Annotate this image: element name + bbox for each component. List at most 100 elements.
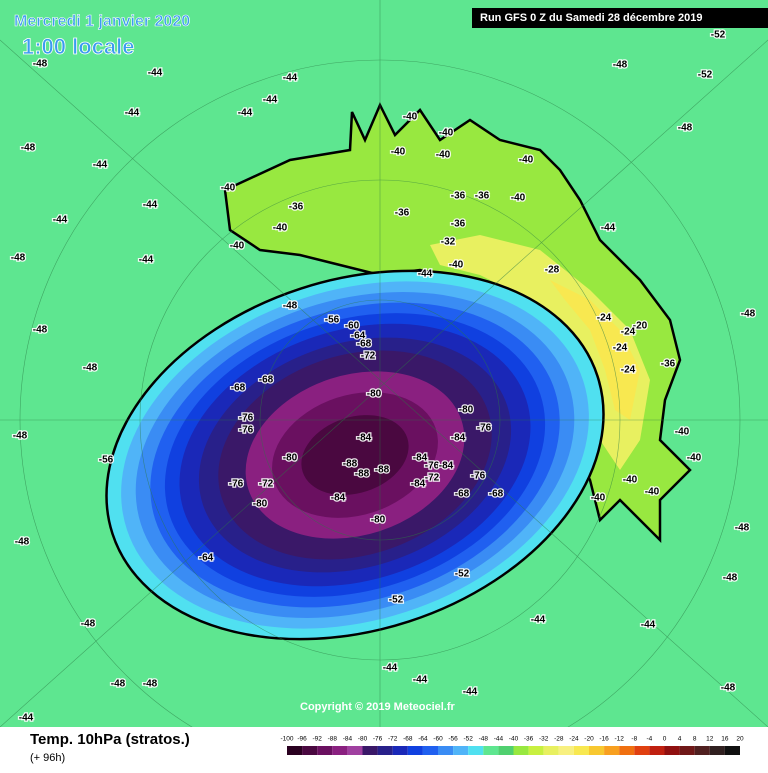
legend-tick-label: -80 [358,736,368,743]
legend-tick-label: -48 [479,736,489,743]
contour-label: -40 [391,147,406,158]
legend-swatch [724,746,740,755]
contour-label: -44 [93,160,108,171]
contour-label: -60 [345,321,360,332]
legend-swatch [407,746,423,755]
copyright: Copyright © 2019 Meteociel.fr [300,701,456,713]
contour-label: -80 [459,405,474,416]
contour-label: -76 [229,479,244,490]
contour-label: -48 [111,679,126,690]
legend-tick-label: -84 [343,736,353,743]
legend-tick-label: -36 [524,736,534,743]
contour-label: -88 [343,459,358,470]
contour-label: -44 [413,675,428,686]
legend-swatch [483,746,499,755]
contour-label: -36 [661,359,676,370]
contour-label: -44 [283,73,298,84]
contour-label: -40 [449,260,464,271]
contour-label: -48 [283,301,298,312]
legend-swatch [302,746,318,755]
field-title: Temp. 10hPa (stratos.) [30,731,190,748]
contour-label: -44 [418,269,433,280]
contour-label: -64 [199,553,214,564]
contour-label: -44 [148,68,163,79]
contour-label: -40 [645,487,660,498]
contour-label: -76 [471,471,486,482]
legend-swatch [362,746,378,755]
contour-label: -84 [439,461,454,472]
valid-time: 1:00 locale [22,34,135,59]
forecast-lead: (+ 96h) [30,752,65,764]
contour-label: -48 [33,59,48,70]
contour-label: -84 [413,453,428,464]
contour-label: -68 [489,489,504,500]
contour-label: -76 [239,425,254,436]
contour-label: -40 [687,453,702,464]
contour-label: -48 [13,431,28,442]
contour-label: -32 [441,237,456,248]
contour-label: -40 [436,150,451,161]
legend-swatch [589,746,605,755]
contour-label: -80 [371,515,386,526]
color-legend: -100 -96 -92 -88 -84 -80 -76 -72 -68 -64 -60 -56 -52… [280,736,744,755]
legend-tick-label: -20 [584,736,594,743]
contour-label: -36 [289,202,304,213]
contour-label: -40 [439,128,454,139]
contour-label: -44 [601,223,616,234]
contour-label: -24 [621,327,636,338]
contour-label: -40 [230,241,245,252]
contour-label: -88 [375,465,390,476]
contour-label: -72 [425,473,440,484]
contour-label: -80 [253,499,268,510]
legend-tick-label: -72 [388,736,398,743]
legend-tick-label: -24 [569,736,579,743]
legend-tick-label: -4 [647,736,653,743]
contour-label: -80 [367,389,382,400]
legend-tick-label: -52 [463,736,473,743]
contour-label: -68 [259,375,274,386]
contour-label: -44 [238,108,253,119]
legend-swatch [694,746,710,755]
legend-swatch [317,746,333,755]
legend-swatch [634,746,650,755]
contour-label: -48 [735,523,750,534]
legend-swatch [679,746,695,755]
legend-tick-label: -44 [494,736,504,743]
legend-tick-label: -64 [418,736,428,743]
contour-label: -44 [53,215,68,226]
contour-label: -52 [698,70,713,81]
legend-swatch [422,746,438,755]
contour-label: -56 [99,455,114,466]
legend-swatch [287,746,303,755]
contour-label: -64 [351,331,366,342]
contour-labels: -48 -44 -44 -48 -52 -52 -44 -44 -44 -40 -40 -48 -48 -… [10,28,757,725]
contour-label: -76 [477,423,492,434]
contour-label: -44 [641,620,656,631]
legend-tick-label: -28 [554,736,564,743]
contour-label: -72 [259,479,274,490]
legend-swatch [664,746,680,755]
contour-label: -48 [21,143,36,154]
legend-tick-label: -92 [312,736,322,743]
legend-tick-label: -100 [280,736,293,743]
contour-label: -80 [283,453,298,464]
legend-swatch [392,746,408,755]
legend-tick-label: 4 [678,736,682,743]
contour-label: -48 [741,309,756,320]
contour-label: -48 [15,537,30,548]
legend-swatch [558,746,574,755]
contour-label: -68 [455,489,470,500]
contour-label: -40 [221,183,236,194]
contour-label: -44 [531,615,546,626]
contour-label: -28 [545,265,560,276]
contour-label: -76 [239,413,254,424]
contour-label: -40 [519,155,534,166]
legend-tick-label: -32 [539,736,549,743]
contour-label: -48 [83,363,98,374]
contour-label: -40 [273,223,288,234]
contour-label: -44 [143,200,158,211]
contour-label: -52 [389,595,404,606]
legend-tick-label: 20 [736,736,744,743]
